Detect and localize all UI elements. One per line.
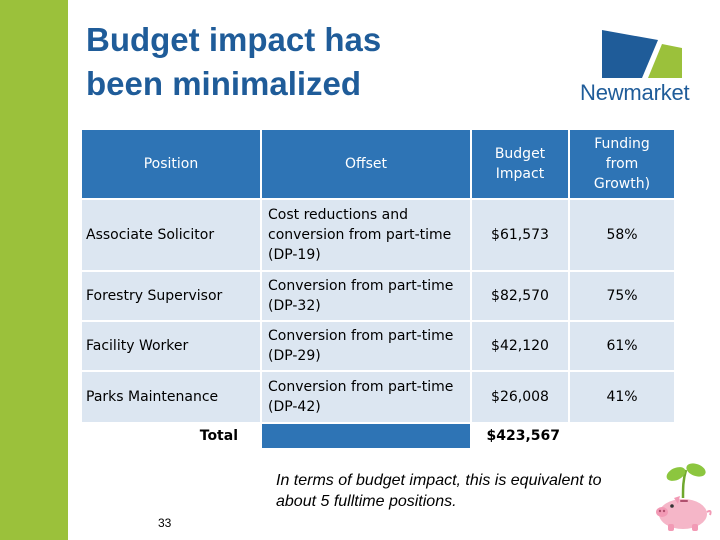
cell-budget-impact: $82,570 [470, 270, 570, 322]
left-accent-bar [0, 0, 68, 540]
header-funding: Funding from Growth) [568, 128, 676, 200]
table-row: Facility Worker Conversion from part-tim… [80, 320, 676, 372]
cell-funding: 75% [568, 270, 676, 322]
budget-table: Position Offset Budget Impact Funding fr… [80, 128, 676, 450]
cell-offset: Conversion from part-time (DP-29) [260, 320, 472, 372]
header-funding-text: Funding from Growth) [593, 136, 651, 192]
logo-blue-shape [602, 30, 658, 78]
logo-green-shape [648, 44, 682, 78]
total-row: Total $423,567 [80, 422, 676, 450]
newmarket-logo [602, 30, 682, 78]
cell-budget-impact: $26,008 [470, 370, 570, 424]
title-line-1: Budget impact has [86, 21, 382, 58]
summary-note: In terms of budget impact, this is equiv… [276, 472, 602, 510]
cell-position: Parks Maintenance [80, 370, 262, 424]
title-line-2: been minimalized [86, 65, 362, 102]
slide-title: Budget impact has been minimalized [86, 18, 506, 106]
cell-offset: Cost reductions and conversion from part… [260, 198, 472, 272]
cell-funding: 58% [568, 198, 676, 272]
cell-position: Facility Worker [80, 320, 262, 372]
header-budget-impact-text: Budget Impact [494, 146, 546, 182]
cell-position: Associate Solicitor [80, 198, 262, 272]
total-offset-cell [260, 422, 472, 450]
cell-funding: 61% [568, 320, 676, 372]
total-value: $423,567 [470, 422, 570, 450]
table-row: Forestry Supervisor Conversion from part… [80, 270, 676, 322]
cell-funding: 41% [568, 370, 676, 424]
cell-offset: Conversion from part-time (DP-32) [260, 270, 472, 322]
page-number: 33 [158, 516, 172, 530]
logo-wordmark: Newmarket [580, 80, 690, 105]
cell-position: Forestry Supervisor [80, 270, 262, 322]
piggy-bank-icon [656, 463, 712, 531]
header-offset: Offset [260, 128, 472, 200]
total-funding-cell [568, 422, 676, 450]
cell-budget-impact: $61,573 [470, 198, 570, 272]
total-label: Total [80, 422, 262, 450]
cell-offset: Conversion from part-time (DP-42) [260, 370, 472, 424]
table-row: Associate Solicitor Cost reductions and … [80, 198, 676, 272]
table-row: Parks Maintenance Conversion from part-t… [80, 370, 676, 424]
cell-budget-impact: $42,120 [470, 320, 570, 372]
table-header-row: Position Offset Budget Impact Funding fr… [80, 128, 676, 200]
header-position: Position [80, 128, 262, 200]
header-budget-impact: Budget Impact [470, 128, 570, 200]
